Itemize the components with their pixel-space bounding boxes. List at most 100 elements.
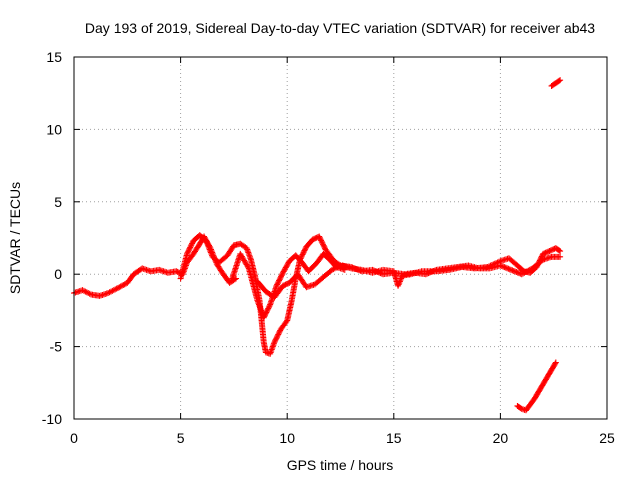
y-tick-label: -10 [42,411,62,427]
x-tick-label: 10 [279,430,295,446]
data-point [261,313,268,320]
data-point [547,247,554,254]
data-point [188,241,195,248]
series-track-a [71,233,240,299]
data-point [486,263,493,270]
data-point [300,250,307,257]
data-point [488,262,495,269]
data-point [299,251,306,258]
data-point [266,302,273,309]
y-axis-label: SDTVAR / TECUs [7,182,23,294]
data-point [494,259,501,266]
data-point [538,253,545,260]
data-point [536,257,543,264]
x-tick-label: 20 [493,430,509,446]
data-point [283,318,290,325]
data-point [284,260,291,267]
data-point [318,238,325,245]
data-point [278,272,285,279]
data-point [334,263,341,270]
data-point [207,248,214,255]
data-point [272,336,279,343]
data-point [487,262,494,269]
data-point [318,237,325,244]
data-point [321,243,328,250]
data-point [298,252,305,259]
data-point [275,278,282,285]
y-tick-label: 5 [54,194,62,210]
data-point [112,286,119,293]
y-tick-label: 0 [54,266,62,282]
data-point [79,287,86,294]
data-point [281,267,288,274]
data-point [262,312,269,319]
data-point [189,240,196,247]
data-point [491,260,498,267]
data-point [282,264,289,271]
data-point [493,260,500,267]
y-tick-label: -5 [50,339,63,355]
x-tick-label: 25 [599,430,615,446]
data-point [204,240,211,247]
data-point [320,242,327,249]
data-point [265,304,272,311]
y-tick-label: 15 [46,49,62,65]
x-tick-label: 5 [177,430,185,446]
data-point [395,281,402,288]
data-point [272,337,279,344]
data-point [185,248,192,255]
data-point [276,277,283,284]
data-point [316,234,323,241]
data-point [107,288,114,295]
data-point [206,246,213,253]
data-point [548,246,555,253]
data-point [533,263,540,270]
data-point [121,281,128,288]
data-point [118,282,125,289]
data-point [281,282,288,289]
data-point [552,360,559,367]
data-point [263,308,270,315]
data-point [110,287,117,294]
data-point [183,250,190,257]
data-point [557,253,564,260]
data-point [540,250,547,257]
data-point [207,249,214,256]
data-point [105,290,112,297]
data-point [331,265,338,272]
plot-frame [73,56,608,420]
data-point [265,305,272,312]
data-point [309,236,316,243]
axis-ticks: 0 5 10 15 20 25 -10 -5 0 5 10 15 [42,49,615,446]
data-point [109,287,116,294]
data-point [205,243,212,250]
data-point [262,310,269,317]
data-point [282,281,289,288]
data-point [85,290,92,297]
data-point [208,250,215,257]
data-point [271,339,278,346]
data-point [545,248,552,255]
data-point [187,244,194,251]
data-point [173,268,180,275]
data-point [535,260,542,267]
data-point [330,266,337,273]
data-point [203,239,210,246]
data-point [557,77,564,84]
data-point [106,289,113,296]
series-track-c [228,250,348,321]
data-point [556,77,563,84]
data-point [490,261,497,268]
data-point [203,237,210,244]
data-point [546,248,553,255]
x-tick-label: 15 [386,430,402,446]
data-point [275,330,282,337]
data-point [300,248,307,255]
data-point [283,263,290,270]
series-track-b [177,232,346,357]
data-point [274,280,281,287]
data-point [283,281,290,288]
data-point [284,262,291,269]
data-point [83,289,90,296]
